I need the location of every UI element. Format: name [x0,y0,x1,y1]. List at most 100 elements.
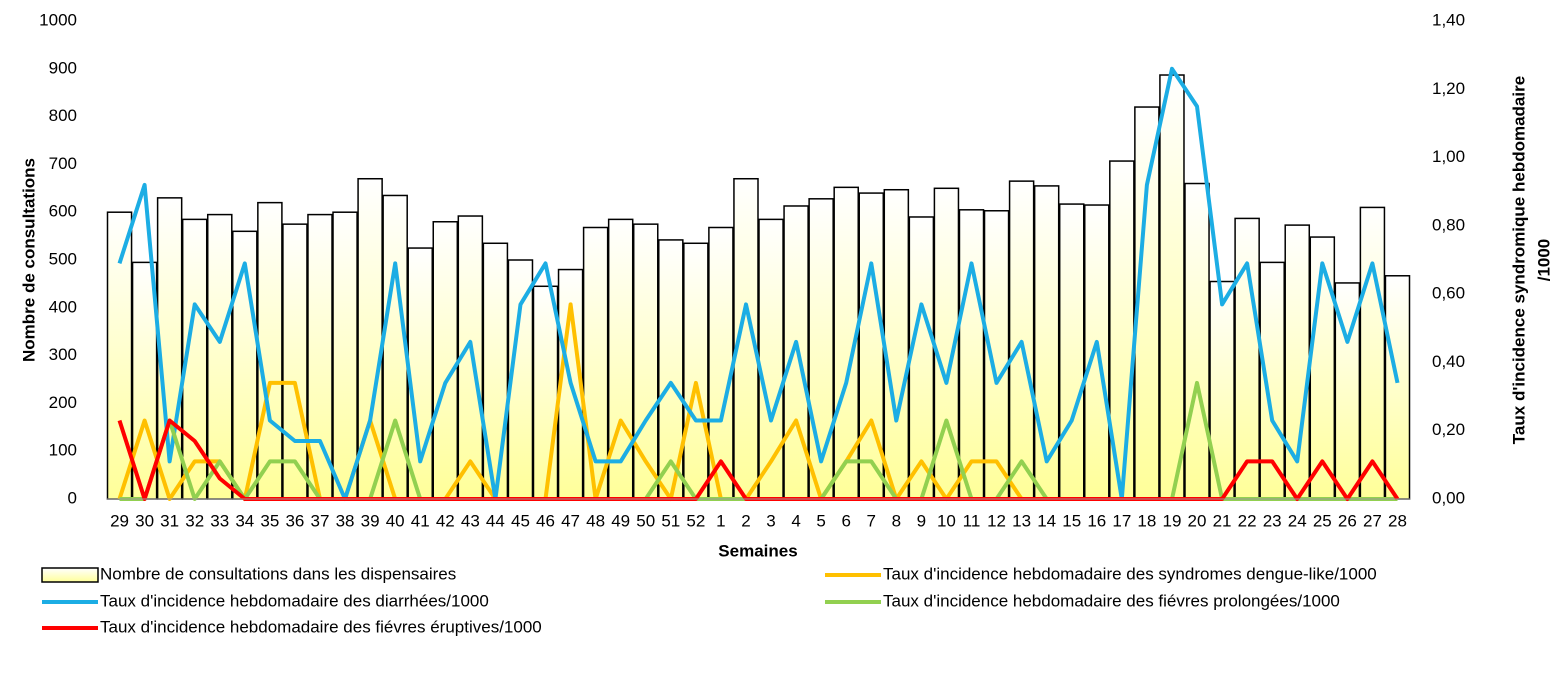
x-tick-label: 42 [436,511,455,530]
y2-tick-label: 0,80 [1432,215,1465,234]
x-tick-label: 7 [867,511,876,530]
x-tick-label: 31 [160,511,179,530]
bar [106,211,133,500]
x-tick-label: 41 [411,511,430,530]
x-tick-label: 40 [386,511,405,530]
bar [1309,236,1336,500]
x-tick-label: 17 [1112,511,1131,530]
x-tick-label: 30 [135,511,154,530]
x-tick-label: 50 [636,511,655,530]
x-tick-label: 20 [1188,511,1207,530]
bar [1058,203,1085,500]
x-tick-label: 46 [536,511,555,530]
legend-swatch [41,567,99,583]
x-tick-label: 11 [963,511,981,530]
x-tick-label: 25 [1313,511,1332,530]
x-tick-label: 9 [917,511,926,530]
bar [131,261,158,500]
y2-tick-label: 1,20 [1432,79,1465,98]
x-tick-label: 47 [561,511,580,530]
y-tick-label: 300 [49,345,77,364]
bar [1159,74,1185,500]
y-tick-label: 800 [49,106,77,125]
x-tick-label: 35 [260,511,279,530]
bar [432,221,459,500]
y2-tick-label: 0,00 [1432,488,1465,507]
y-tick-label: 200 [49,393,77,412]
y-tick-label: 0 [68,488,77,507]
x-tick-label: 51 [661,511,680,530]
bar [332,211,358,500]
x-tick-label: 52 [686,511,705,530]
bar [783,205,809,500]
bar [1359,206,1386,500]
x-tick-label: 21 [1213,511,1232,530]
x-tick-label: 14 [1037,511,1056,530]
y-axis-title: Nombre de consultations [19,158,38,362]
bar [1184,182,1210,500]
x-tick-label: 32 [185,511,204,530]
x-tick-label: 19 [1162,511,1181,530]
x-tick-label: 44 [486,511,505,530]
x-tick-label: 15 [1062,511,1081,530]
x-tick-label: 28 [1388,511,1407,530]
x-tick-label: 12 [987,511,1006,530]
bar [532,285,559,500]
x-tick-label: 24 [1288,511,1307,530]
y-tick-label: 700 [49,154,77,173]
bar [607,218,634,500]
y-tick-label: 400 [49,297,77,316]
bar [683,242,709,500]
x-tick-label: 23 [1263,511,1282,530]
x-tick-label: 22 [1238,511,1257,530]
x-tick-label: 39 [361,511,380,530]
x-tick-label: 38 [336,511,355,530]
legend-label: Nombre de consultations dans les dispens… [100,564,456,583]
y2-tick-label: 0,60 [1432,284,1465,303]
y2-tick-label: 1,00 [1432,147,1465,166]
bar [206,213,233,500]
x-tick-label: 45 [511,511,530,530]
bar [1234,217,1260,500]
legend-label: Taux d'incidence hebdomadaire des fiévre… [883,591,1340,610]
x-tick-label: 5 [816,511,825,530]
y2-axis-title: /1000 [1534,239,1553,282]
x-tick-label: 27 [1363,511,1382,530]
y-tick-label: 600 [49,202,77,221]
bar [983,210,1010,500]
x-tick-label: 18 [1137,511,1156,530]
x-axis-title: Semaines [718,541,797,560]
bar [257,201,283,500]
y-tick-label: 1000 [39,10,77,29]
bar [282,223,308,500]
x-tick-label: 10 [937,511,956,530]
bar [808,198,834,500]
bar [883,188,910,500]
x-tick-label: 48 [586,511,605,530]
x-tick-label: 2 [741,511,750,530]
y-tick-label: 100 [49,441,77,460]
y-tick-label: 900 [49,58,77,77]
bar [958,209,985,500]
line-series [117,66,1400,501]
legend-label: Taux d'incidence hebdomadaire des fiévre… [100,617,542,636]
x-tick-label: 33 [210,511,229,530]
y-tick-label: 500 [49,249,77,268]
x-tick-label: 16 [1087,511,1106,530]
y2-tick-label: 0,20 [1432,420,1465,439]
legend-label: Taux d'incidence hebdomadaire des diarrh… [100,591,489,610]
bar [908,216,935,500]
x-tick-label: 43 [461,511,480,530]
x-tick-label: 3 [766,511,775,530]
x-tick-label: 37 [311,511,330,530]
bar [758,218,784,500]
bar [1384,275,1411,500]
x-tick-label: 29 [110,511,129,530]
y2-axis-title: Taux d'incidence syndromique hebdomadair… [1509,76,1528,444]
x-tick-label: 36 [285,511,304,530]
y2-tick-label: 1,40 [1432,10,1465,29]
x-tick-label: 4 [791,511,800,530]
bar [582,226,609,500]
x-tick-label: 1 [716,511,725,530]
